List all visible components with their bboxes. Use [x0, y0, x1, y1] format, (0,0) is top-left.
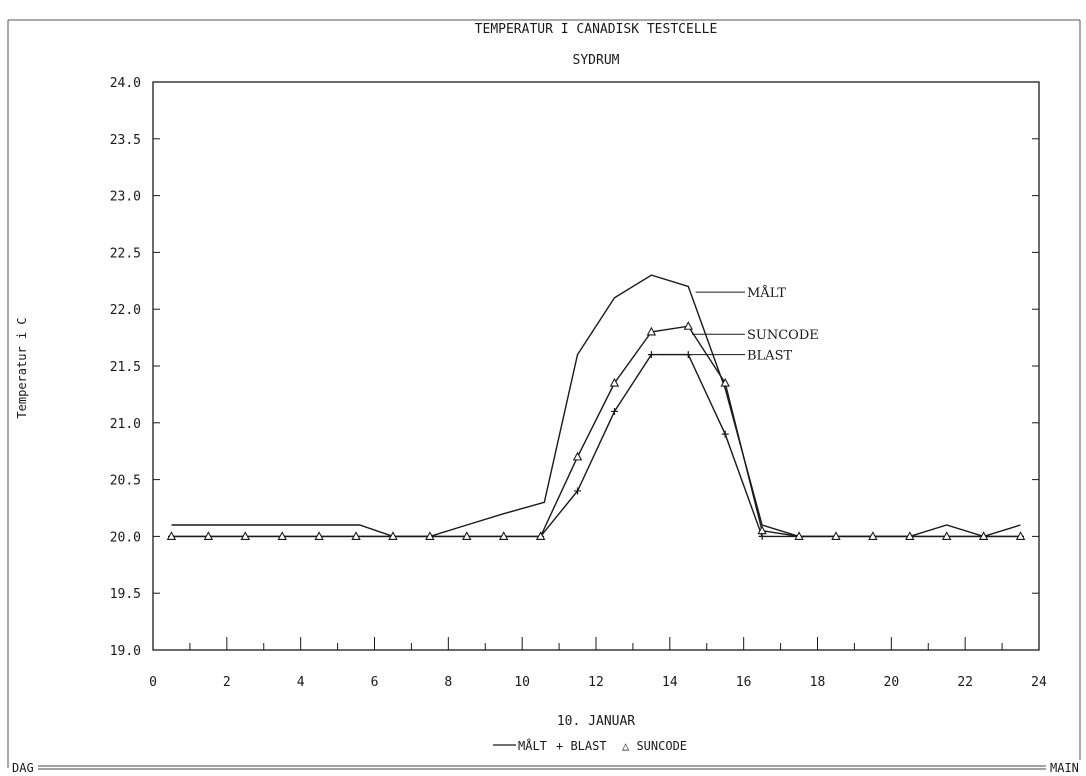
y-tick-label: 23.0 [110, 190, 141, 205]
data-point-blast [721, 430, 729, 438]
series-layer [166, 274, 1026, 540]
y-tick-label: 22.5 [110, 246, 141, 261]
y-tick-label: 20.0 [110, 530, 141, 545]
y-tick-label: 24.0 [110, 76, 141, 91]
data-point-blast [574, 487, 582, 495]
data-point-suncode [462, 531, 472, 540]
data-point-suncode [1015, 531, 1026, 540]
data-point-blast [610, 407, 618, 415]
x-tick-label: 18 [810, 675, 826, 690]
data-point-suncode [277, 531, 287, 540]
data-point-suncode [978, 531, 989, 540]
x-axis-label: 10. JANUAR [557, 714, 635, 729]
data-point-suncode [720, 377, 730, 387]
data-point-suncode [240, 531, 251, 540]
annotation-label: SUNCODE [747, 328, 819, 343]
footer-right-label: MAIN [1050, 761, 1079, 775]
data-point-blast [647, 351, 655, 359]
x-tick-label: 24 [1031, 675, 1047, 690]
annotation-label: MÅLT [747, 285, 786, 301]
data-point-suncode [388, 531, 398, 540]
data-point-suncode [498, 531, 509, 540]
annotation-label: BLAST [747, 349, 792, 364]
data-point-suncode [166, 531, 177, 540]
data-point-suncode [572, 451, 583, 461]
x-tick-label: 4 [297, 675, 305, 690]
axes: 0 2 4 6 8 10 12 14 16 18 20 22 2419.019.520.020.521.… [110, 76, 1047, 690]
data-point-suncode [868, 531, 878, 540]
data-point-suncode [905, 531, 915, 540]
legend-blast-label: + BLAST [556, 739, 607, 753]
data-point-suncode [535, 531, 546, 540]
y-tick-label: 21.5 [110, 360, 141, 375]
chart-title: TEMPERATUR I CANADISK TESTCELLE [475, 22, 718, 37]
legend-suncode-label: △ SUNCODE [622, 739, 687, 753]
legend: MÅLT + BLAST △ SUNCODE [493, 738, 687, 753]
y-tick-label: 21.0 [110, 417, 141, 432]
series-line-blast [171, 353, 1021, 538]
y-tick-label: 23.5 [110, 133, 141, 148]
data-point-suncode [646, 326, 657, 336]
y-tick-label: 22.0 [110, 303, 141, 318]
chart-subtitle: SYDRUM [573, 53, 620, 68]
data-point-suncode [314, 531, 324, 540]
data-point-suncode [609, 377, 620, 387]
annotations: MÅLT SUNCODE BLAST [658, 285, 819, 364]
data-point-suncode [203, 531, 214, 540]
y-axis-label: Temperatur i C [15, 317, 29, 418]
data-point-suncode [683, 321, 694, 330]
data-point-suncode [757, 525, 767, 535]
footer-left-label: DAG [12, 761, 34, 775]
data-point-suncode [831, 531, 841, 540]
data-point-suncode [941, 531, 952, 540]
legend-malt-label: MÅLT [518, 738, 547, 753]
x-tick-label: 14 [662, 675, 678, 690]
y-tick-label: 19.0 [110, 644, 141, 659]
footer: DAG MAIN [7, 758, 1079, 775]
data-point-suncode [351, 531, 361, 540]
x-tick-label: 8 [444, 675, 452, 690]
series-line-mlt [171, 274, 1021, 538]
x-tick-label: 12 [588, 675, 604, 690]
x-tick-label: 22 [957, 675, 973, 690]
series-line-suncode [171, 325, 1021, 538]
x-tick-label: 10 [514, 675, 530, 690]
data-point-suncode [794, 531, 804, 540]
y-tick-label: 20.5 [110, 474, 141, 489]
x-tick-label: 0 [149, 675, 157, 690]
x-tick-label: 20 [884, 675, 900, 690]
x-tick-label: 16 [736, 675, 752, 690]
y-tick-label: 19.5 [110, 587, 141, 602]
x-tick-label: 6 [371, 675, 379, 690]
plot-area-border [152, 81, 1040, 651]
data-point-suncode [425, 531, 435, 540]
x-tick-label: 2 [223, 675, 231, 690]
